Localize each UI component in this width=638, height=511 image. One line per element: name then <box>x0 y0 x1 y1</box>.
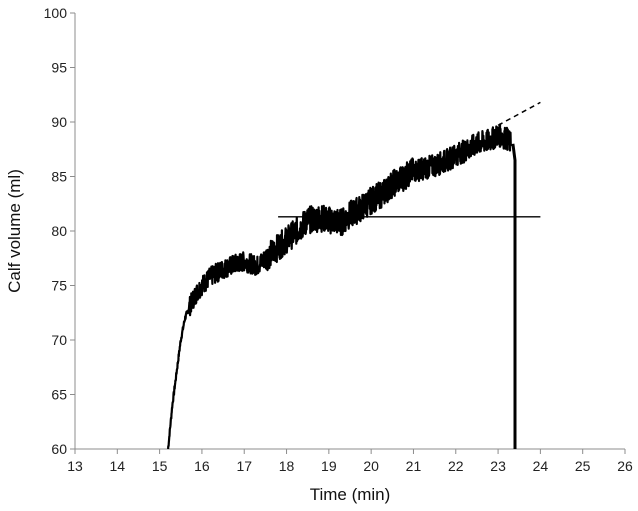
x-tick-label: 25 <box>575 458 591 474</box>
y-tick-label: 65 <box>51 387 67 403</box>
y-tick-label: 90 <box>51 114 67 130</box>
y-tick-label: 70 <box>51 332 67 348</box>
y-tick-label: 80 <box>51 223 67 239</box>
y-tick-label: 60 <box>51 441 67 457</box>
x-tick-label: 20 <box>363 458 379 474</box>
x-tick-label: 24 <box>533 458 549 474</box>
series-line-calf-volume <box>167 123 512 450</box>
trend-extrapolation-line <box>497 101 541 126</box>
y-axis-title: Calf volume (ml) <box>5 169 24 293</box>
x-tick-label: 23 <box>490 458 506 474</box>
y-tick-label: 100 <box>44 5 68 21</box>
x-tick-label: 14 <box>110 458 126 474</box>
x-axis-title: Time (min) <box>310 485 391 504</box>
x-tick-label: 17 <box>236 458 252 474</box>
x-tick-label: 26 <box>617 458 633 474</box>
x-tick-label: 13 <box>67 458 83 474</box>
y-tick-label: 95 <box>51 60 67 76</box>
x-tick-label: 21 <box>406 458 422 474</box>
x-tick-label: 18 <box>279 458 295 474</box>
series-line-drop <box>511 143 517 449</box>
x-tick-label: 22 <box>448 458 464 474</box>
y-tick-label: 85 <box>51 169 67 185</box>
x-tick-label: 16 <box>194 458 210 474</box>
series-layer <box>167 101 541 450</box>
x-tick-label: 15 <box>152 458 168 474</box>
axes <box>74 13 625 450</box>
y-tick-label: 75 <box>51 278 67 294</box>
ticks: 60 65 70 75 80 85 90 95 100 13 14 15 16 17 18 19 20 21 22 2… <box>44 5 633 474</box>
x-tick-label: 19 <box>321 458 337 474</box>
